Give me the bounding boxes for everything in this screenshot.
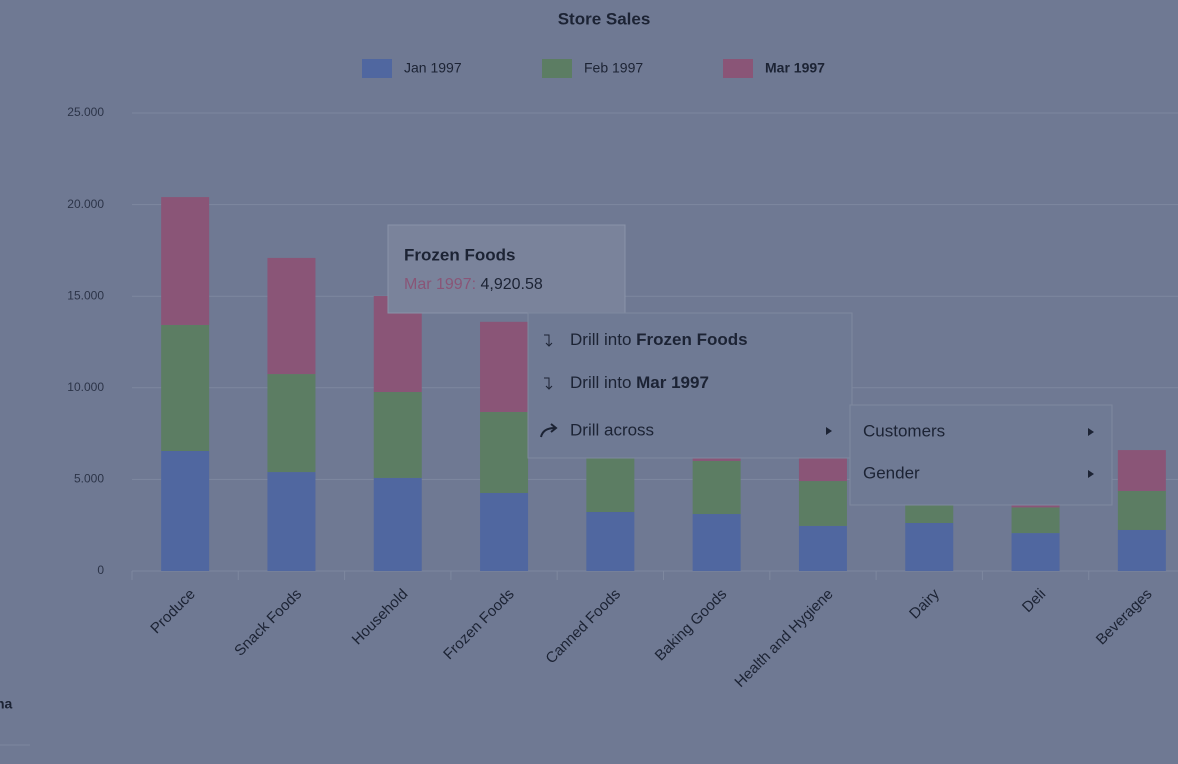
bar-segment — [692, 460, 741, 515]
submenu-item[interactable]: Customers — [863, 421, 1094, 440]
y-tick-label: 0 — [97, 563, 104, 577]
bar-segment — [1117, 529, 1166, 571]
menu-item[interactable]: Drill into Frozen Foods — [544, 330, 748, 349]
bar-segment — [480, 492, 529, 571]
bar-segment — [267, 257, 316, 375]
side-label: na — [0, 696, 13, 712]
y-tick-label: 20.000 — [67, 197, 104, 211]
bar-segment — [161, 197, 210, 325]
bar-segment — [692, 514, 741, 571]
icon — [544, 334, 553, 347]
legend-swatch — [542, 59, 572, 78]
submenu-arrow — [1088, 428, 1094, 436]
y-tick-label: 5.000 — [74, 472, 104, 486]
bar-segment — [905, 523, 954, 571]
bar-segment — [267, 374, 316, 473]
bar-segment — [1117, 490, 1166, 530]
tooltip-series: Mar 1997: — [404, 276, 476, 293]
tooltip-line: Mar 1997: 4,920.58 — [404, 276, 543, 293]
bar-segment — [480, 411, 529, 493]
menu-target: Frozen Foods — [636, 330, 747, 349]
bar-segment — [267, 472, 316, 571]
chart-title: Store Sales — [558, 9, 651, 28]
menu-text: Drill into Frozen Foods — [570, 330, 748, 349]
bar-segment — [1011, 533, 1060, 571]
legend-label: Jan 1997 — [404, 60, 462, 76]
bar-segment — [586, 457, 635, 513]
submenu-arrow — [1088, 470, 1094, 478]
y-tick-label: 10.000 — [67, 380, 104, 394]
submenu-text: Gender — [863, 463, 920, 482]
submenu-item[interactable]: Gender — [863, 463, 1094, 482]
tooltip-title: Frozen Foods — [404, 245, 515, 264]
y-tick-label: 25.000 — [67, 105, 104, 119]
tooltip: Frozen Foods Mar 1997: 4,920.58 — [387, 224, 626, 314]
bar-segment — [798, 525, 847, 571]
menu-target: Mar 1997 — [636, 373, 709, 392]
legend-swatch — [723, 59, 753, 78]
bar-segment — [161, 451, 210, 571]
legend-label: Mar 1997 — [765, 60, 825, 76]
menu-text: Drill across — [570, 420, 654, 439]
menu-item[interactable]: Drill into Mar 1997 — [544, 373, 709, 392]
bar-segment — [373, 477, 422, 571]
menu-label: Drill into — [570, 373, 631, 392]
bar-segment — [161, 324, 210, 452]
bar-segment — [480, 321, 529, 412]
legend-swatch — [362, 59, 392, 78]
bar-segment — [798, 481, 847, 526]
bar-segment — [1011, 507, 1060, 534]
context-menu: Drill into Frozen Foods Drill into Mar 1… — [527, 312, 1113, 506]
menu-box — [527, 312, 853, 459]
legend-label: Feb 1997 — [584, 60, 643, 76]
submenu-arrow — [826, 427, 832, 435]
bar-segment — [586, 512, 635, 571]
menu-label: Drill into — [570, 330, 631, 349]
icon — [544, 377, 553, 390]
bar-segment — [905, 502, 954, 524]
tooltip-box — [387, 224, 626, 314]
menu-item[interactable]: Drill across — [540, 420, 832, 439]
icon — [540, 423, 558, 438]
bar-segment — [373, 392, 422, 478]
bar-segment — [1117, 450, 1166, 491]
submenu-box — [849, 404, 1113, 506]
y-tick-label: 15.000 — [67, 288, 104, 302]
tooltip-value: 4,920.58 — [481, 276, 543, 293]
submenu-text: Customers — [863, 421, 945, 440]
menu-text: Drill into Mar 1997 — [570, 373, 709, 392]
